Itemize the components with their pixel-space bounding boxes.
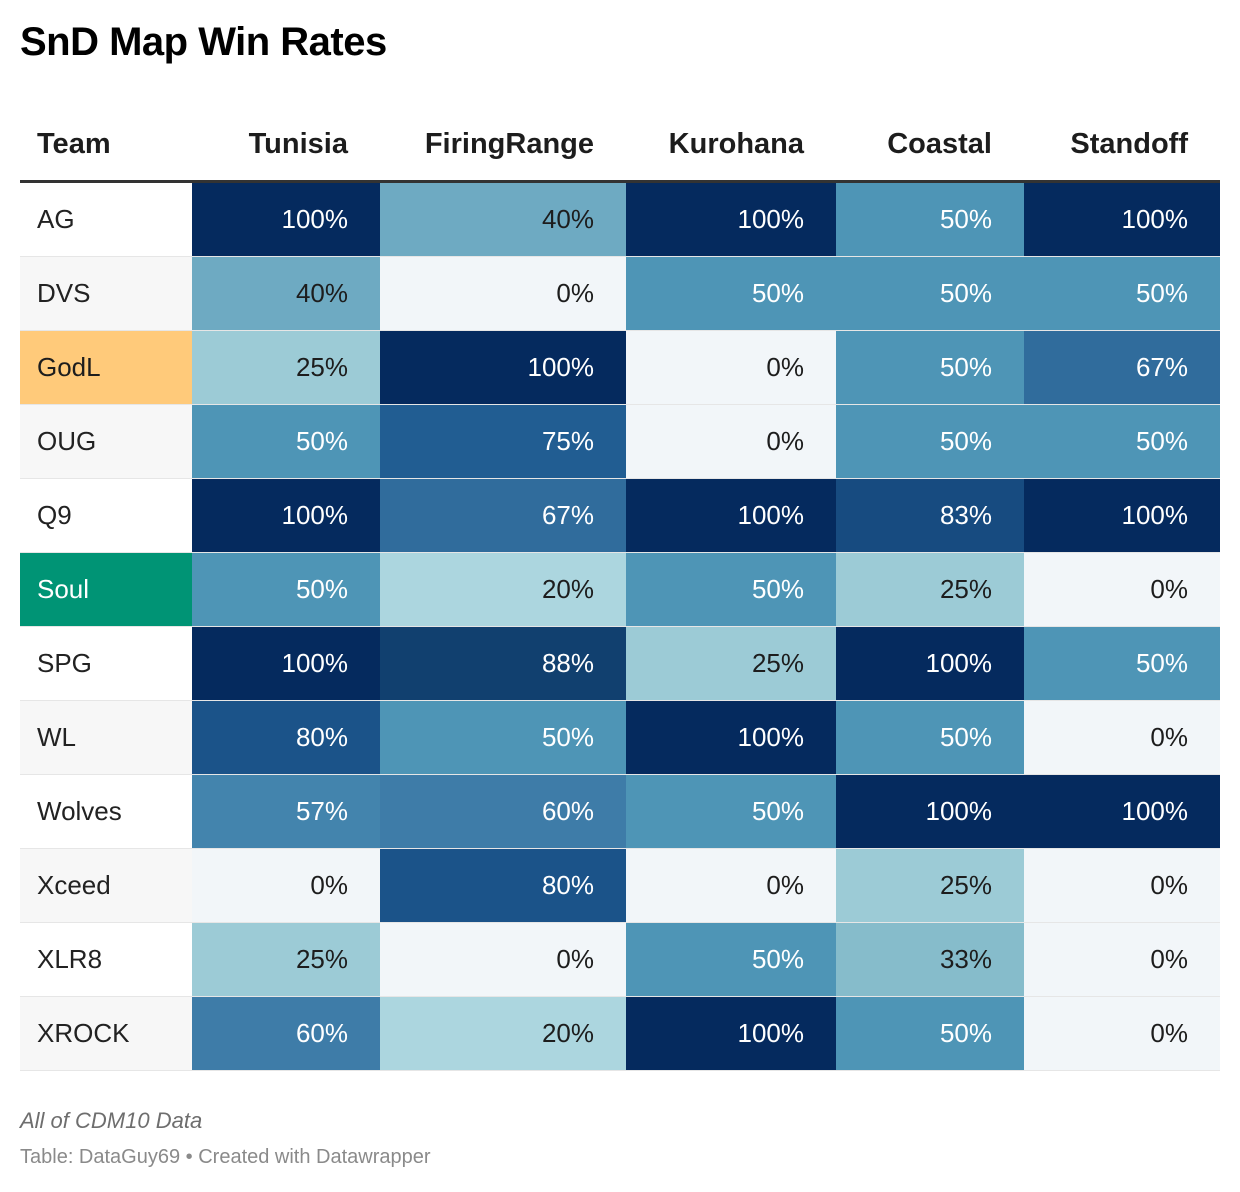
chart-title: SnD Map Win Rates xyxy=(20,20,387,64)
win-rate-cell: 50% xyxy=(1024,404,1220,479)
win-rate-cell: 50% xyxy=(626,552,836,627)
column-header-standoff: Standoff xyxy=(1024,108,1220,183)
table-row: GodL 25% 100% 0% 50% 67% xyxy=(20,330,1220,405)
team-name-cell: XLR8 xyxy=(20,922,192,997)
win-rate-cell: 100% xyxy=(1024,774,1220,849)
win-rate-cell: 57% xyxy=(192,774,380,849)
win-rate-cell: 67% xyxy=(380,478,626,553)
win-rate-cell: 0% xyxy=(380,256,626,331)
win-rate-cell: 50% xyxy=(192,404,380,479)
win-rate-cell: 60% xyxy=(380,774,626,849)
win-rate-cell: 50% xyxy=(836,256,1024,331)
table-row: Xceed 0% 80% 0% 25% 0% xyxy=(20,848,1220,923)
win-rate-cell: 75% xyxy=(380,404,626,479)
column-header-team: Team xyxy=(20,108,192,183)
column-header-firingrange: FiringRange xyxy=(380,108,626,183)
win-rate-cell: 20% xyxy=(380,996,626,1071)
win-rate-cell: 0% xyxy=(626,330,836,405)
win-rate-cell: 83% xyxy=(836,478,1024,553)
win-rate-cell: 50% xyxy=(626,922,836,997)
win-rate-cell: 100% xyxy=(192,478,380,553)
win-rate-cell: 25% xyxy=(836,848,1024,923)
win-rate-cell: 88% xyxy=(380,626,626,701)
team-name-cell: Wolves xyxy=(20,774,192,849)
chart-source: Table: DataGuy69 • Created with Datawrap… xyxy=(20,1146,431,1168)
win-rate-cell: 0% xyxy=(380,922,626,997)
win-rate-table: Team Tunisia FiringRange Kurohana Coastal Sta… xyxy=(20,108,1220,1071)
column-header-tunisia: Tunisia xyxy=(192,108,380,183)
win-rate-cell: 100% xyxy=(836,774,1024,849)
table-row: WL 80% 50% 100% 50% 0% xyxy=(20,700,1220,775)
win-rate-cell: 100% xyxy=(626,700,836,775)
win-rate-cell: 100% xyxy=(1024,181,1220,257)
win-rate-cell: 67% xyxy=(1024,330,1220,405)
table-row: XROCK 60% 20% 100% 50% 0% xyxy=(20,996,1220,1071)
win-rate-cell: 0% xyxy=(192,848,380,923)
win-rate-cell: 50% xyxy=(192,552,380,627)
team-name-cell: GodL xyxy=(20,330,192,405)
win-rate-cell: 100% xyxy=(836,626,1024,701)
team-name-cell: Xceed xyxy=(20,848,192,923)
table-row: Soul 50% 20% 50% 25% 0% xyxy=(20,552,1220,627)
win-rate-cell: 50% xyxy=(836,700,1024,775)
win-rate-cell: 25% xyxy=(192,330,380,405)
team-name-cell: Soul xyxy=(20,552,192,627)
table-row: Q9 100% 67% 100% 83% 100% xyxy=(20,478,1220,553)
win-rate-cell: 50% xyxy=(626,774,836,849)
table-row: XLR8 25% 0% 50% 33% 0% xyxy=(20,922,1220,997)
team-name-cell: SPG xyxy=(20,626,192,701)
table-row: OUG 50% 75% 0% 50% 50% xyxy=(20,404,1220,479)
win-rate-cell: 50% xyxy=(1024,626,1220,701)
win-rate-cell: 0% xyxy=(1024,700,1220,775)
table-body: AG 100% 40% 100% 50% 100% DVS 40% 0% 50% 50% 50% God… xyxy=(20,181,1220,1071)
team-name-cell: OUG xyxy=(20,404,192,479)
table-row: AG 100% 40% 100% 50% 100% xyxy=(20,181,1220,257)
team-name-cell: WL xyxy=(20,700,192,775)
win-rate-cell: 25% xyxy=(626,626,836,701)
win-rate-cell: 0% xyxy=(626,404,836,479)
win-rate-cell: 100% xyxy=(380,330,626,405)
win-rate-cell: 50% xyxy=(836,181,1024,257)
win-rate-cell: 0% xyxy=(1024,922,1220,997)
win-rate-cell: 33% xyxy=(836,922,1024,997)
win-rate-cell: 0% xyxy=(1024,552,1220,627)
column-header-kurohana: Kurohana xyxy=(626,108,836,183)
win-rate-cell: 50% xyxy=(836,330,1024,405)
win-rate-cell: 40% xyxy=(192,256,380,331)
win-rate-cell: 100% xyxy=(192,626,380,701)
table-row: Wolves 57% 60% 50% 100% 100% xyxy=(20,774,1220,849)
header-row: Team Tunisia FiringRange Kurohana Coastal Sta… xyxy=(20,108,1220,183)
team-name-cell: XROCK xyxy=(20,996,192,1071)
win-rate-cell: 80% xyxy=(380,848,626,923)
win-rate-cell: 40% xyxy=(380,181,626,257)
win-rate-cell: 25% xyxy=(836,552,1024,627)
win-rate-cell: 25% xyxy=(192,922,380,997)
win-rate-cell: 0% xyxy=(1024,996,1220,1071)
team-name-cell: DVS xyxy=(20,256,192,331)
win-rate-cell: 100% xyxy=(192,181,380,257)
table-row: SPG 100% 88% 25% 100% 50% xyxy=(20,626,1220,701)
win-rate-cell: 80% xyxy=(192,700,380,775)
win-rate-cell: 50% xyxy=(836,404,1024,479)
team-name-cell: Q9 xyxy=(20,478,192,553)
win-rate-cell: 50% xyxy=(1024,256,1220,331)
win-rate-cell: 0% xyxy=(626,848,836,923)
win-rate-cell: 20% xyxy=(380,552,626,627)
chart-notes: All of CDM10 Data xyxy=(20,1108,203,1133)
win-rate-cell: 100% xyxy=(626,996,836,1071)
win-rate-cell: 100% xyxy=(626,181,836,257)
win-rate-cell: 50% xyxy=(380,700,626,775)
win-rate-cell: 50% xyxy=(626,256,836,331)
team-name-cell: AG xyxy=(20,181,192,257)
win-rate-cell: 100% xyxy=(626,478,836,553)
win-rate-cell: 100% xyxy=(1024,478,1220,553)
table-row: DVS 40% 0% 50% 50% 50% xyxy=(20,256,1220,331)
win-rate-cell: 50% xyxy=(836,996,1024,1071)
win-rate-cell: 0% xyxy=(1024,848,1220,923)
column-header-coastal: Coastal xyxy=(836,108,1024,183)
win-rate-cell: 60% xyxy=(192,996,380,1071)
